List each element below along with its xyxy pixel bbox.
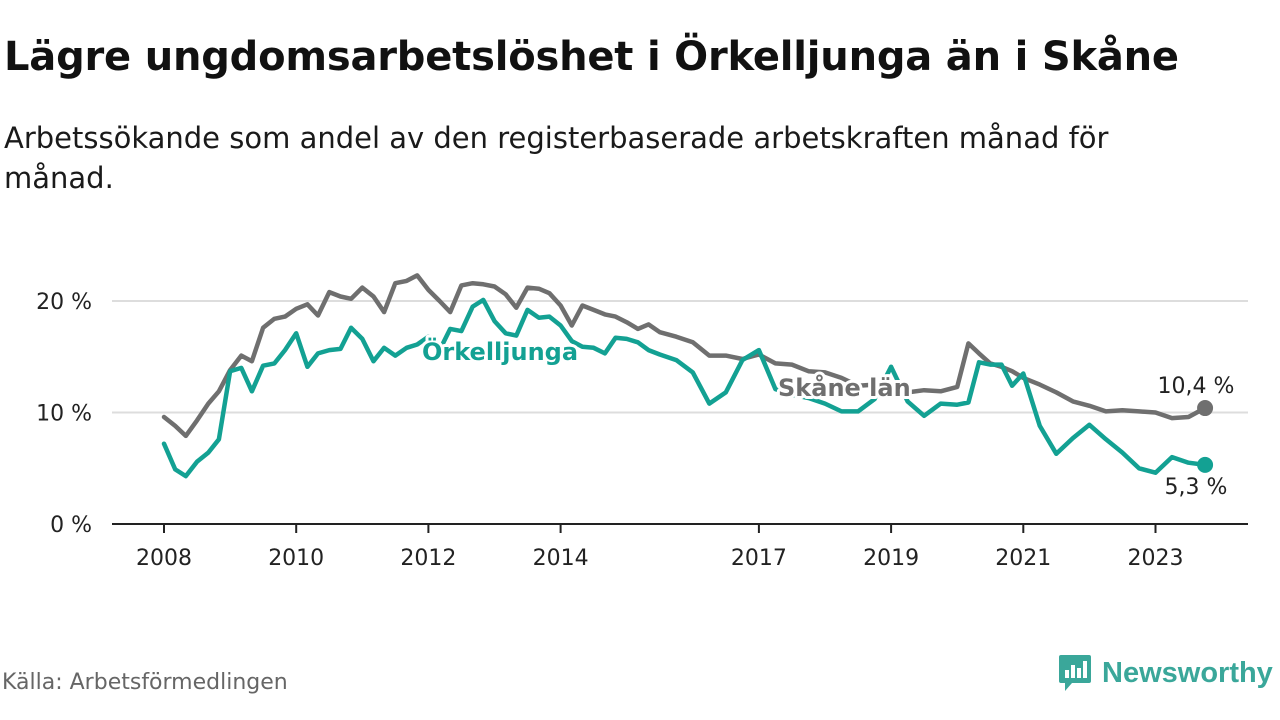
orkelljunga-end-marker bbox=[1197, 456, 1214, 473]
x-tick-label: 2017 bbox=[731, 546, 787, 571]
orkelljunga-line bbox=[161, 297, 1208, 479]
y-tick-label: 10 % bbox=[36, 402, 92, 427]
x-tick-label: 2008 bbox=[136, 546, 192, 571]
y-tick-label: 20 % bbox=[36, 290, 92, 315]
series-lines bbox=[161, 273, 1214, 479]
x-tick-label: 2014 bbox=[533, 546, 589, 571]
brand-name: Newsworthy bbox=[1102, 656, 1273, 689]
series-label-skane-lan: Skåne län bbox=[778, 373, 911, 402]
chart-title: Lägre ungdomsarbetslöshet i Örkelljunga … bbox=[4, 34, 1179, 80]
x-tick-label: 2021 bbox=[995, 546, 1051, 571]
x-tick-label: 2012 bbox=[400, 546, 456, 571]
skane-lan-end-marker bbox=[1197, 400, 1214, 417]
source-note: Källa: Arbetsförmedlingen bbox=[2, 670, 288, 695]
y-tick-label: 0 % bbox=[50, 513, 92, 538]
x-tick-label: 2010 bbox=[268, 546, 324, 571]
series-labels: Skåne län Örkelljunga 10,4 % 5,3 % bbox=[419, 333, 1237, 503]
x-tick-label: 2019 bbox=[863, 546, 919, 571]
end-value-label-orkelljunga: 5,3 % bbox=[1165, 475, 1228, 500]
series-label-orkelljunga: Örkelljunga bbox=[422, 336, 578, 366]
x-axis: 2008 2010 2012 2014 2017 2019 2021 2023 bbox=[112, 523, 1248, 571]
x-tick-label: 2023 bbox=[1128, 546, 1184, 571]
newsworthy-logo-icon bbox=[1059, 655, 1091, 691]
gridlines bbox=[112, 300, 1248, 414]
chart-subtitle: Arbetssökande som andel av den registerb… bbox=[4, 121, 1109, 195]
y-axis: 0 % 10 % 20 % bbox=[36, 290, 92, 538]
end-value-label-skane-lan: 10,4 % bbox=[1158, 374, 1235, 399]
brand-logo: Newsworthy bbox=[1058, 652, 1273, 694]
